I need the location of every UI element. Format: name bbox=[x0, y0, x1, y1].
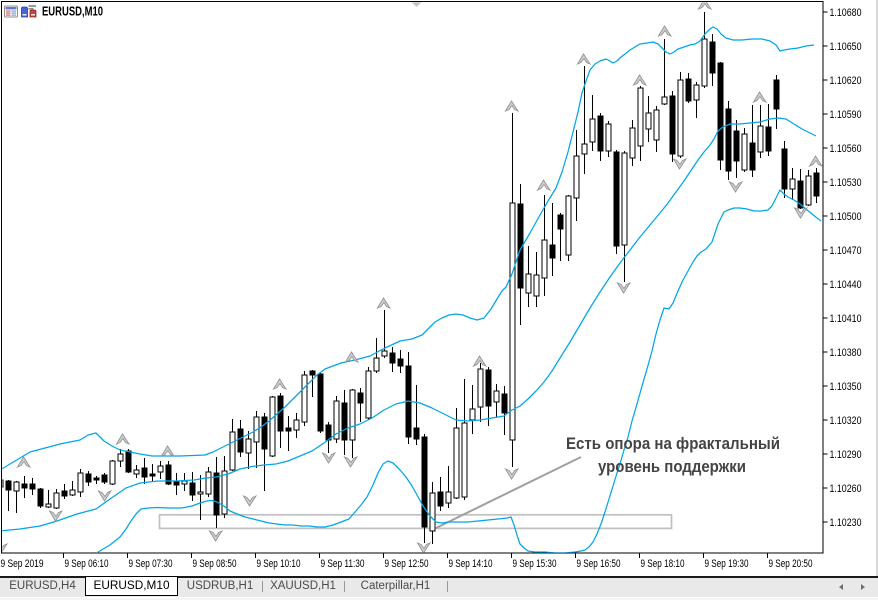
svg-text:9 Sep 12:50: 9 Sep 12:50 bbox=[385, 558, 429, 570]
svg-text:1.10620: 1.10620 bbox=[830, 75, 862, 87]
svg-text:9 Sep 18:10: 9 Sep 18:10 bbox=[641, 558, 685, 570]
svg-text:Есть опора на фрактальный: Есть опора на фрактальный bbox=[566, 435, 780, 453]
svg-text:1.10650: 1.10650 bbox=[830, 41, 862, 53]
svg-text:9 Sep 15:30: 9 Sep 15:30 bbox=[513, 558, 557, 570]
svg-text:9 Sep 14:10: 9 Sep 14:10 bbox=[449, 558, 493, 570]
svg-text:1.10260: 1.10260 bbox=[830, 483, 862, 495]
svg-text:9 Sep 06:10: 9 Sep 06:10 bbox=[65, 558, 109, 570]
svg-text:9 Sep 08:50: 9 Sep 08:50 bbox=[193, 558, 237, 570]
svg-text:1.10230: 1.10230 bbox=[830, 517, 862, 529]
svg-text:9 Sep 07:30: 9 Sep 07:30 bbox=[129, 558, 173, 570]
svg-text:9 Sep 16:50: 9 Sep 16:50 bbox=[577, 558, 621, 570]
svg-text:1.10530: 1.10530 bbox=[830, 177, 862, 189]
svg-text:9 Sep 11:30: 9 Sep 11:30 bbox=[321, 558, 365, 570]
svg-text:EURUSD,M10: EURUSD,M10 bbox=[42, 5, 103, 19]
svg-text:уровень поддержки: уровень поддержки bbox=[598, 458, 746, 476]
svg-text:1.10560: 1.10560 bbox=[830, 143, 862, 155]
svg-text:1.10320: 1.10320 bbox=[830, 415, 862, 427]
svg-text:1.10470: 1.10470 bbox=[830, 245, 862, 257]
svg-text:1.10680: 1.10680 bbox=[830, 7, 862, 19]
svg-text:1.10500: 1.10500 bbox=[830, 211, 862, 223]
svg-text:1.10440: 1.10440 bbox=[830, 279, 862, 291]
svg-text:9 Sep 19:30: 9 Sep 19:30 bbox=[705, 558, 749, 570]
svg-text:9 Sep 2019: 9 Sep 2019 bbox=[1, 558, 44, 570]
svg-text:1.10350: 1.10350 bbox=[830, 381, 862, 393]
svg-text:1.10590: 1.10590 bbox=[830, 109, 862, 121]
svg-text:1.10380: 1.10380 bbox=[830, 347, 862, 359]
svg-text:1.10290: 1.10290 bbox=[830, 449, 862, 461]
svg-text:9 Sep 10:10: 9 Sep 10:10 bbox=[257, 558, 301, 570]
svg-text:9 Sep 20:50: 9 Sep 20:50 bbox=[769, 558, 813, 570]
svg-text:1.10410: 1.10410 bbox=[830, 313, 862, 325]
